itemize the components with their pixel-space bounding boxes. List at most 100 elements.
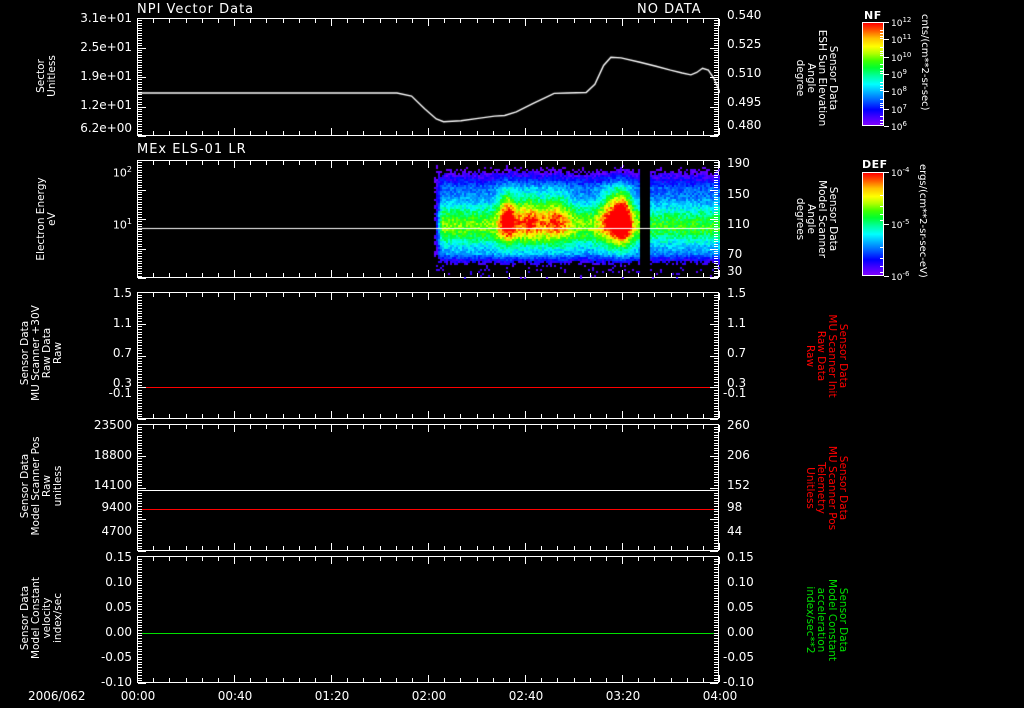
ytick	[714, 182, 718, 184]
ytick	[714, 643, 718, 645]
xtick	[638, 546, 640, 550]
xtick	[589, 131, 591, 135]
xtick	[638, 414, 640, 418]
ytick	[138, 389, 142, 391]
ytick	[138, 419, 146, 420]
xtick	[719, 293, 720, 300]
ytick	[714, 305, 718, 307]
xtick	[670, 557, 672, 561]
colorbar-minor-tick	[880, 122, 884, 124]
ytick	[714, 587, 718, 589]
xtick	[638, 557, 640, 561]
ytick	[714, 598, 718, 600]
xtick	[153, 678, 155, 682]
xtick	[298, 161, 300, 165]
panel-sector-ytick-2: 1.9e+01	[80, 69, 132, 83]
ytick	[138, 606, 142, 608]
colorbar-minor-tick	[880, 124, 884, 126]
ytick	[138, 614, 142, 616]
xtick	[266, 425, 268, 429]
panel-sector-ytick-3: 1.2e+01	[80, 98, 132, 112]
ytick	[138, 381, 142, 383]
xtick	[428, 543, 429, 550]
ytick	[714, 331, 718, 333]
ytick	[714, 118, 718, 120]
ytick	[138, 231, 142, 233]
ytick	[714, 463, 718, 465]
ytick	[714, 94, 718, 96]
xtick	[411, 161, 413, 165]
ytick	[138, 453, 142, 455]
ytick	[138, 108, 142, 110]
xtick	[169, 131, 171, 135]
xtick	[314, 557, 316, 561]
ytick	[138, 445, 142, 447]
ytick	[138, 104, 142, 106]
ytick	[138, 189, 146, 191]
xtick	[395, 678, 397, 682]
ytick	[138, 101, 142, 103]
xtick	[444, 546, 446, 550]
ytick	[138, 211, 142, 213]
xtick	[492, 425, 494, 429]
ytick	[714, 675, 718, 677]
ytick	[714, 495, 718, 497]
ytick	[138, 191, 142, 193]
xtick	[702, 557, 704, 561]
ytick	[714, 347, 718, 349]
xtick	[508, 131, 510, 135]
xtick	[169, 557, 171, 561]
xtick	[217, 19, 219, 23]
xtick	[670, 273, 672, 277]
ytick	[138, 537, 142, 539]
ytick	[138, 513, 142, 515]
ytick	[714, 302, 718, 304]
xtick	[573, 546, 575, 550]
ytick	[138, 645, 142, 647]
panel-sector-rtick-0: 0.540	[727, 8, 762, 22]
colorbar-tick	[884, 39, 889, 41]
panel-electron-right-label: Sensor Data Model Scanner Angle degrees	[794, 180, 839, 258]
xtick	[347, 546, 349, 550]
xtick	[363, 678, 365, 682]
ytick	[714, 214, 718, 216]
ytick	[138, 206, 142, 208]
ytick	[714, 133, 718, 135]
xtick	[298, 425, 300, 429]
xtick	[557, 546, 559, 550]
ytick	[714, 667, 718, 669]
xtick	[573, 678, 575, 682]
time-axis-tick-1: 00:40	[217, 689, 253, 703]
ytick	[714, 313, 718, 315]
ytick	[138, 329, 142, 331]
ytick	[138, 81, 142, 83]
ytick	[138, 627, 142, 629]
ytick	[710, 323, 718, 325]
xtick	[670, 131, 672, 135]
ytick	[138, 450, 142, 452]
ytick	[714, 561, 718, 563]
xtick	[622, 557, 623, 564]
ytick	[138, 524, 142, 526]
xtick	[702, 131, 704, 135]
xtick	[331, 270, 332, 277]
ytick	[138, 91, 142, 93]
ytick	[710, 278, 718, 279]
ytick	[714, 540, 718, 542]
panel-velocity-frame	[137, 556, 719, 683]
ytick	[138, 174, 142, 176]
ytick	[138, 86, 142, 88]
xtick	[234, 557, 235, 564]
panel-electron-rtick-0: 190	[727, 156, 750, 170]
xtick	[444, 131, 446, 135]
ytick	[138, 49, 142, 51]
ytick	[714, 263, 718, 265]
xtick	[137, 128, 138, 135]
ytick	[138, 194, 142, 196]
xtick	[266, 678, 268, 682]
xtick	[444, 678, 446, 682]
xtick	[670, 293, 672, 297]
ytick	[714, 246, 718, 248]
xtick	[217, 546, 219, 550]
xtick	[686, 19, 688, 23]
